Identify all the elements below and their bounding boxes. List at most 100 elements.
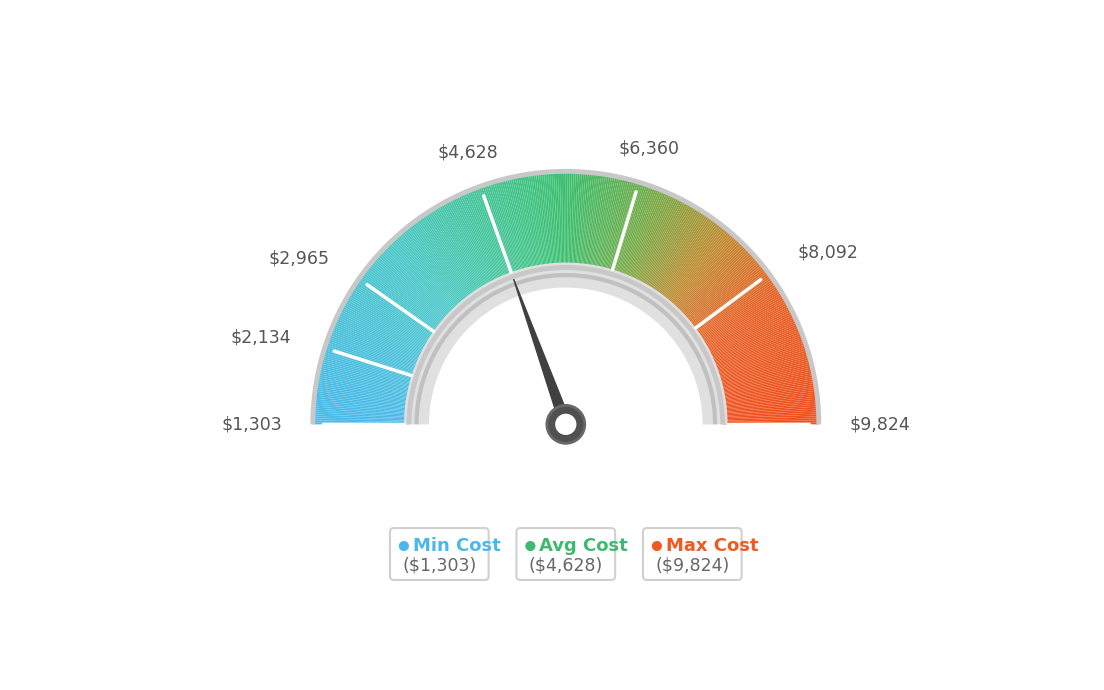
- Wedge shape: [337, 315, 424, 357]
- Wedge shape: [344, 301, 429, 348]
- Wedge shape: [586, 174, 602, 269]
- Wedge shape: [336, 318, 423, 359]
- Wedge shape: [718, 362, 811, 386]
- Wedge shape: [315, 391, 411, 405]
- Wedge shape: [639, 201, 686, 286]
- Wedge shape: [349, 292, 432, 344]
- Wedge shape: [577, 172, 585, 268]
- Wedge shape: [546, 172, 554, 268]
- Wedge shape: [722, 408, 818, 416]
- Wedge shape: [390, 241, 457, 312]
- Wedge shape: [722, 413, 818, 418]
- Wedge shape: [522, 175, 540, 270]
- Wedge shape: [465, 191, 505, 280]
- Wedge shape: [315, 388, 411, 404]
- Wedge shape: [520, 175, 539, 270]
- Wedge shape: [678, 247, 747, 315]
- Wedge shape: [565, 171, 567, 268]
- Wedge shape: [704, 304, 789, 351]
- Wedge shape: [692, 275, 772, 333]
- Wedge shape: [486, 184, 518, 275]
- Wedge shape: [667, 230, 730, 305]
- Wedge shape: [714, 344, 806, 376]
- Wedge shape: [411, 224, 470, 300]
- Wedge shape: [371, 262, 446, 324]
- Wedge shape: [699, 290, 782, 342]
- Wedge shape: [697, 284, 777, 338]
- Wedge shape: [336, 317, 424, 359]
- Wedge shape: [503, 179, 528, 273]
- Wedge shape: [700, 292, 783, 344]
- Wedge shape: [649, 210, 701, 292]
- Wedge shape: [532, 173, 546, 269]
- Wedge shape: [530, 174, 545, 269]
- Wedge shape: [339, 311, 425, 355]
- Wedge shape: [352, 287, 434, 340]
- Wedge shape: [571, 172, 575, 268]
- Wedge shape: [574, 172, 582, 268]
- Wedge shape: [509, 177, 532, 272]
- FancyBboxPatch shape: [390, 528, 489, 580]
- Wedge shape: [550, 172, 558, 268]
- Wedge shape: [715, 348, 808, 378]
- Wedge shape: [328, 337, 418, 371]
- Wedge shape: [505, 178, 529, 272]
- Wedge shape: [696, 282, 776, 337]
- Wedge shape: [431, 210, 482, 292]
- Wedge shape: [682, 255, 755, 321]
- Wedge shape: [666, 229, 729, 304]
- Wedge shape: [681, 253, 753, 319]
- Wedge shape: [407, 226, 469, 302]
- Wedge shape: [713, 339, 805, 373]
- Wedge shape: [720, 379, 815, 397]
- Wedge shape: [656, 217, 713, 297]
- Wedge shape: [552, 172, 559, 268]
- Wedge shape: [702, 299, 786, 348]
- Wedge shape: [723, 420, 819, 423]
- Wedge shape: [697, 286, 778, 339]
- Wedge shape: [461, 193, 502, 282]
- Wedge shape: [680, 251, 752, 318]
- Wedge shape: [693, 277, 773, 334]
- Wedge shape: [620, 187, 656, 277]
- Wedge shape: [384, 247, 454, 315]
- Wedge shape: [648, 208, 700, 291]
- Wedge shape: [394, 237, 460, 309]
- Wedge shape: [357, 281, 437, 336]
- Wedge shape: [658, 219, 716, 298]
- Wedge shape: [647, 208, 698, 290]
- Wedge shape: [453, 197, 497, 284]
- Circle shape: [546, 406, 585, 444]
- Wedge shape: [488, 183, 519, 275]
- Wedge shape: [722, 400, 818, 411]
- Wedge shape: [611, 182, 640, 275]
- Wedge shape: [447, 200, 493, 286]
- Wedge shape: [723, 422, 819, 424]
- Text: $9,824: $9,824: [849, 415, 910, 433]
- Wedge shape: [446, 201, 492, 286]
- Wedge shape: [354, 284, 435, 338]
- Wedge shape: [380, 251, 452, 318]
- Wedge shape: [570, 171, 574, 268]
- Wedge shape: [432, 208, 484, 291]
- Wedge shape: [427, 212, 480, 293]
- Wedge shape: [478, 186, 512, 277]
- Wedge shape: [636, 198, 681, 284]
- Wedge shape: [418, 217, 476, 297]
- Wedge shape: [519, 175, 538, 270]
- Wedge shape: [406, 227, 468, 303]
- Text: $4,628: $4,628: [438, 144, 499, 162]
- Wedge shape: [722, 404, 818, 413]
- Wedge shape: [421, 216, 477, 296]
- Wedge shape: [659, 221, 718, 299]
- Wedge shape: [664, 227, 725, 303]
- Wedge shape: [368, 266, 444, 327]
- Wedge shape: [417, 219, 475, 297]
- Wedge shape: [511, 177, 533, 271]
- Wedge shape: [318, 369, 413, 391]
- Wedge shape: [314, 406, 410, 415]
- Wedge shape: [326, 342, 417, 375]
- Wedge shape: [615, 184, 648, 276]
- Wedge shape: [415, 219, 474, 298]
- Wedge shape: [627, 191, 667, 280]
